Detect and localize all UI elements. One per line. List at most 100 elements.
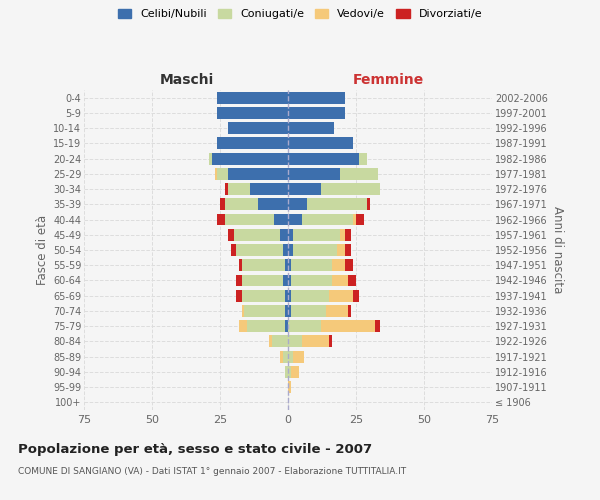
Bar [217, 138, 288, 149]
Bar [226, 198, 258, 210]
Bar [288, 92, 345, 104]
Y-axis label: Anni di nascita: Anni di nascita [551, 206, 565, 294]
Bar [356, 214, 364, 226]
Bar [242, 305, 244, 317]
Bar [288, 168, 340, 180]
Bar [285, 320, 288, 332]
Bar [242, 274, 283, 286]
Bar [288, 198, 307, 210]
Bar [288, 138, 353, 149]
Bar [345, 244, 350, 256]
Bar [288, 320, 320, 332]
Bar [375, 320, 380, 332]
Bar [283, 350, 288, 362]
Bar [258, 198, 288, 210]
Bar [231, 244, 236, 256]
Bar [329, 336, 332, 347]
Bar [228, 168, 288, 180]
Bar [293, 350, 304, 362]
Bar [291, 290, 329, 302]
Bar [220, 198, 226, 210]
Bar [332, 260, 345, 271]
Bar [269, 336, 272, 347]
Bar [228, 229, 233, 240]
Bar [226, 183, 228, 195]
Bar [288, 274, 291, 286]
Bar [285, 305, 288, 317]
Bar [302, 214, 353, 226]
Bar [272, 336, 288, 347]
Bar [283, 274, 288, 286]
Bar [288, 214, 302, 226]
Bar [236, 244, 283, 256]
Bar [236, 274, 242, 286]
Bar [359, 152, 367, 164]
Bar [348, 305, 350, 317]
Bar [274, 214, 288, 226]
Bar [367, 198, 370, 210]
Bar [340, 168, 378, 180]
Bar [288, 244, 293, 256]
Text: Maschi: Maschi [160, 74, 214, 88]
Bar [288, 305, 291, 317]
Bar [288, 350, 293, 362]
Bar [239, 260, 242, 271]
Bar [244, 305, 285, 317]
Bar [288, 152, 359, 164]
Bar [242, 260, 285, 271]
Bar [288, 107, 345, 119]
Bar [345, 260, 353, 271]
Bar [236, 290, 242, 302]
Text: Popolazione per età, sesso e stato civile - 2007: Popolazione per età, sesso e stato civil… [18, 442, 372, 456]
Bar [353, 290, 359, 302]
Bar [217, 107, 288, 119]
Bar [228, 122, 288, 134]
Bar [291, 305, 326, 317]
Bar [288, 290, 291, 302]
Bar [250, 183, 288, 195]
Bar [217, 168, 228, 180]
Bar [215, 168, 217, 180]
Bar [293, 244, 337, 256]
Bar [353, 214, 356, 226]
Bar [340, 229, 345, 240]
Bar [288, 381, 291, 393]
Bar [283, 244, 288, 256]
Bar [307, 198, 367, 210]
Y-axis label: Fasce di età: Fasce di età [35, 215, 49, 285]
Bar [233, 229, 280, 240]
Bar [285, 290, 288, 302]
Bar [217, 92, 288, 104]
Bar [293, 229, 340, 240]
Bar [329, 290, 353, 302]
Bar [345, 229, 350, 240]
Bar [291, 366, 299, 378]
Bar [247, 320, 285, 332]
Text: Femmine: Femmine [353, 74, 424, 88]
Bar [288, 183, 320, 195]
Bar [288, 229, 293, 240]
Bar [242, 290, 285, 302]
Bar [228, 183, 250, 195]
Bar [217, 214, 226, 226]
Bar [285, 366, 288, 378]
Bar [280, 229, 288, 240]
Bar [302, 336, 329, 347]
Bar [291, 274, 332, 286]
Bar [288, 260, 291, 271]
Bar [288, 366, 291, 378]
Bar [337, 244, 345, 256]
Bar [239, 320, 247, 332]
Bar [280, 350, 283, 362]
Bar [348, 274, 356, 286]
Legend: Celibi/Nubili, Coniugati/e, Vedovi/e, Divorziati/e: Celibi/Nubili, Coniugati/e, Vedovi/e, Di… [115, 6, 485, 22]
Bar [320, 320, 375, 332]
Bar [288, 336, 302, 347]
Bar [332, 274, 348, 286]
Bar [285, 260, 288, 271]
Bar [288, 122, 334, 134]
Bar [226, 214, 274, 226]
Bar [212, 152, 288, 164]
Bar [326, 305, 348, 317]
Text: COMUNE DI SANGIANO (VA) - Dati ISTAT 1° gennaio 2007 - Elaborazione TUTTITALIA.I: COMUNE DI SANGIANO (VA) - Dati ISTAT 1° … [18, 468, 406, 476]
